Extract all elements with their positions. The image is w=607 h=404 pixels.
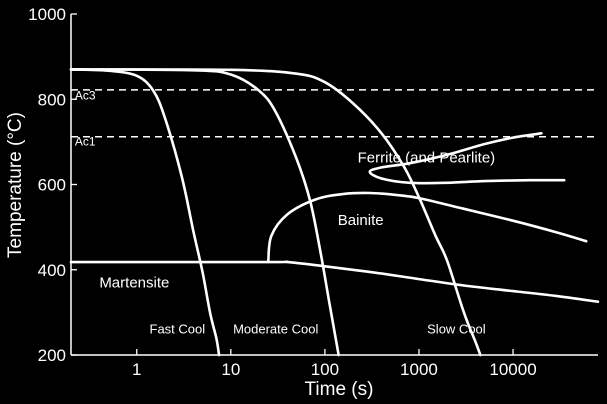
x-tick-label: 10000 xyxy=(489,360,536,379)
x-tick-label: 1 xyxy=(132,360,141,379)
region-labels: Ferrite (and Pearlite) Bainite Martensite F… xyxy=(75,88,495,336)
slow-cool-curve xyxy=(69,68,482,357)
y-tick-label: 800 xyxy=(38,90,66,109)
ticks-layer: 200 400 600 800 1000 1 10 100 1000 10000 xyxy=(28,5,537,379)
fast-cool-curve xyxy=(69,68,221,357)
region-label: Martensite xyxy=(99,275,169,292)
x-tick-label: 10 xyxy=(221,360,240,379)
y-tick-label: 200 xyxy=(38,346,66,365)
region-label: Slow Cool xyxy=(427,322,486,337)
region-label: Ac3 xyxy=(75,88,96,102)
x-axis-title: Time (s) xyxy=(305,379,374,400)
x-tick-label: 100 xyxy=(311,360,339,379)
region-label: Moderate Cool xyxy=(233,322,318,337)
y-axis-title: Temperature (°C) xyxy=(5,112,26,258)
boundary-curve-5 xyxy=(69,260,600,303)
boundary-curve-4 xyxy=(267,191,588,262)
x-tick-label: 1000 xyxy=(400,360,438,379)
y-tick-label: 600 xyxy=(38,176,66,195)
boundary-curve-3 xyxy=(368,132,566,185)
y-tick-label: 400 xyxy=(38,261,66,280)
region-label: Bainite xyxy=(338,212,384,229)
region-label: Ferrite (and Pearlite) xyxy=(358,149,496,166)
y-tick-label: 1000 xyxy=(28,5,66,24)
series-layer xyxy=(69,68,600,357)
region-label: Fast Cool xyxy=(150,322,206,337)
moderate-cool-curve xyxy=(69,68,340,357)
reference-lines xyxy=(71,89,598,138)
region-label: Ac1 xyxy=(75,134,96,148)
